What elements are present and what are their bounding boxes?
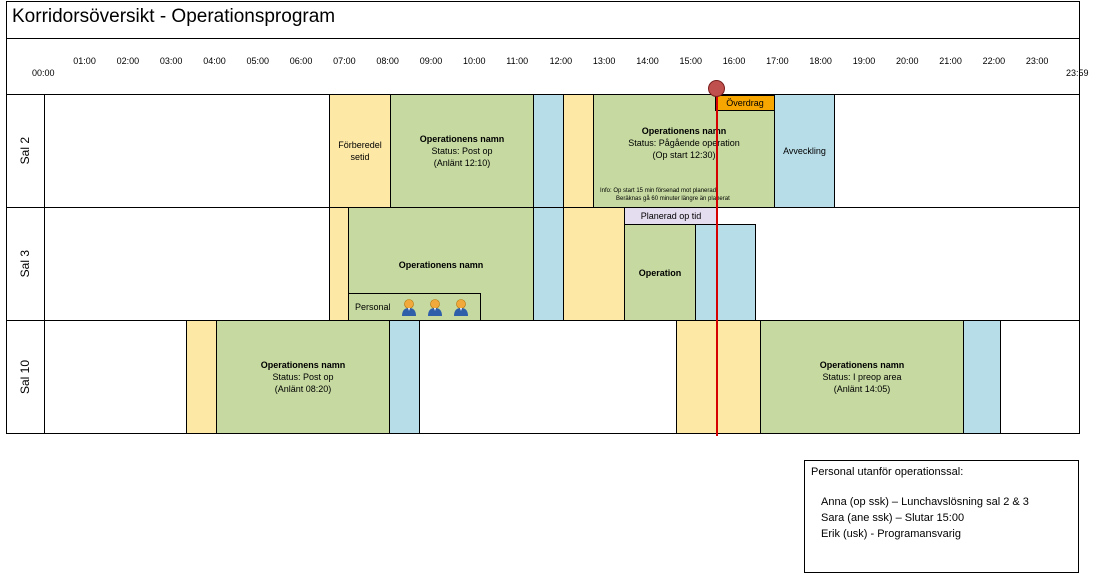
hour-label: 20:00 xyxy=(896,56,919,66)
page-title: Korridorsöversikt - Operationsprogram xyxy=(12,6,336,27)
sal3-prep-block[interactable] xyxy=(329,207,349,321)
hour-label: 15:00 xyxy=(679,56,703,66)
room-label-sal-10: Sal 10 xyxy=(18,360,32,395)
current-time-marker-icon[interactable] xyxy=(708,80,725,97)
sal10-prep-block[interactable] xyxy=(186,320,217,434)
sal2-prep-block-2[interactable] xyxy=(563,94,594,208)
sal2-op2-name: Operationens namn xyxy=(641,126,727,136)
sal3-op2-name: Operation xyxy=(638,267,682,278)
sal2-op1-name: Operationens namn xyxy=(419,134,505,144)
hour-label: 11:00 xyxy=(506,56,529,66)
person-icon[interactable] xyxy=(453,298,469,316)
sal3-planned-time-badge[interactable]: Planerad op tid xyxy=(624,207,718,225)
sal10-op1-arrived: (Anlänt 08:20) xyxy=(274,384,332,394)
sal2-cleanup-block[interactable] xyxy=(533,94,564,208)
hour-label: 13:00 xyxy=(592,56,616,66)
hour-label: 03:00 xyxy=(159,56,183,66)
room-label-sal-3: Sal 3 xyxy=(18,250,32,278)
hour-label: 22:00 xyxy=(982,56,1006,66)
sal2-overdrag-badge[interactable]: Överdrag xyxy=(715,95,775,111)
label-column-divider xyxy=(44,94,45,434)
sal2-operation-2[interactable]: Operationens namn Status: Pågående opera… xyxy=(593,94,775,208)
title-divider xyxy=(6,38,1080,39)
hour-label: 14:00 xyxy=(636,56,659,66)
sal2-op1-status: Status: Post op xyxy=(431,146,493,156)
hour-label: 06:00 xyxy=(289,56,313,66)
hour-label: 23:00 xyxy=(1025,56,1049,66)
offsite-staff-title: Personal utanför operationssal: xyxy=(811,466,964,478)
hour-label: 17:00 xyxy=(766,56,789,66)
sal2-op2-info-1: Info: Op start 15 min försenad mot plane… xyxy=(600,188,717,194)
sal2-prep-block[interactable]: Förberedel setid xyxy=(329,94,391,208)
sal2-op2-info-2: Beräknas gå 60 minuter längre än planera… xyxy=(616,196,730,202)
sal2-wind-down-block[interactable]: Avveckling xyxy=(774,94,835,208)
sal10-op2-status: Status: I preop area xyxy=(822,372,902,382)
sal3-op1-name: Operationens namn xyxy=(398,260,484,270)
sal10-cleanup-block-2[interactable] xyxy=(963,320,1001,434)
sal2-prep-label: Förberedel setid xyxy=(338,140,382,162)
planned-time-label: Planerad op tid xyxy=(640,211,702,221)
sal10-op1-status: Status: Post op xyxy=(272,372,334,382)
hour-label: 00:00 xyxy=(32,68,55,78)
hour-label: 04:00 xyxy=(203,56,226,66)
hour-label: 19:00 xyxy=(852,56,876,66)
hour-label: 02:00 xyxy=(116,56,140,66)
sal2-wind-down-label: Avveckling xyxy=(783,146,826,156)
hour-label: 09:00 xyxy=(419,56,443,66)
sal10-op2-name: Operationens namn xyxy=(819,360,905,370)
sal3-operation-2[interactable]: Operation xyxy=(624,224,696,321)
sal10-op2-arrived: (Anlänt 14:05) xyxy=(833,384,891,394)
sal3-staff-panel[interactable]: Personal xyxy=(348,293,481,321)
schedule-frame xyxy=(6,1,1080,434)
sal2-operation-1[interactable]: Operationens namn Status: Post op (Anlän… xyxy=(390,94,534,208)
sal2-op1-arrived: (Anlänt 12:10) xyxy=(433,158,491,168)
hour-label: 10:00 xyxy=(463,56,486,66)
sal10-prep-block-2[interactable] xyxy=(676,320,761,434)
time-axis: 00:00 01:00 02:00 03:00 04:00 05:00 06:00 07:00… xyxy=(6,39,1089,95)
hour-label: 08:00 xyxy=(376,56,399,66)
sal10-op1-name: Operationens namn xyxy=(260,360,346,370)
sal10-operation-2[interactable]: Operationens namn Status: I preop area (… xyxy=(760,320,964,434)
hour-label: 21:00 xyxy=(939,56,962,66)
hour-label: 18:00 xyxy=(809,56,832,66)
person-icon[interactable] xyxy=(401,298,417,316)
sal10-operation-1[interactable]: Operationens namn Status: Post op (Anlän… xyxy=(216,320,390,434)
offsite-staff-line: Sara (ane ssk) – Slutar 15:00 xyxy=(821,512,965,524)
hour-label: 05:00 xyxy=(246,56,270,66)
hour-label: 16:00 xyxy=(722,56,746,66)
hour-label: 23:59 xyxy=(1066,68,1089,78)
person-icon[interactable] xyxy=(427,298,443,316)
hour-label: 07:00 xyxy=(333,56,356,66)
current-time-line xyxy=(716,88,718,436)
sal10-cleanup-block[interactable] xyxy=(389,320,420,434)
sal2-op2-start: (Op start 12:30) xyxy=(652,150,716,160)
offsite-staff-line: Erik (usk) - Programansvarig xyxy=(821,528,961,540)
offsite-staff-line: Anna (op ssk) – Lunchavslösning sal 2 & … xyxy=(821,496,1029,508)
sal3-cleanup-block-2[interactable] xyxy=(695,224,756,321)
room-label-sal-2: Sal 2 xyxy=(18,137,32,165)
sal3-cleanup-block[interactable] xyxy=(533,207,564,321)
hour-label: 12:00 xyxy=(549,56,573,66)
sal3-prep-block-2[interactable] xyxy=(563,207,625,321)
sal3-staff-label: Personal xyxy=(355,302,391,312)
offsite-staff-panel: Personal utanför operationssal: Anna (op… xyxy=(804,460,1079,573)
overdrag-label: Överdrag xyxy=(726,98,764,108)
sal2-op2-status: Status: Pågående operation xyxy=(628,138,740,148)
hour-label: 01:00 xyxy=(73,56,96,66)
